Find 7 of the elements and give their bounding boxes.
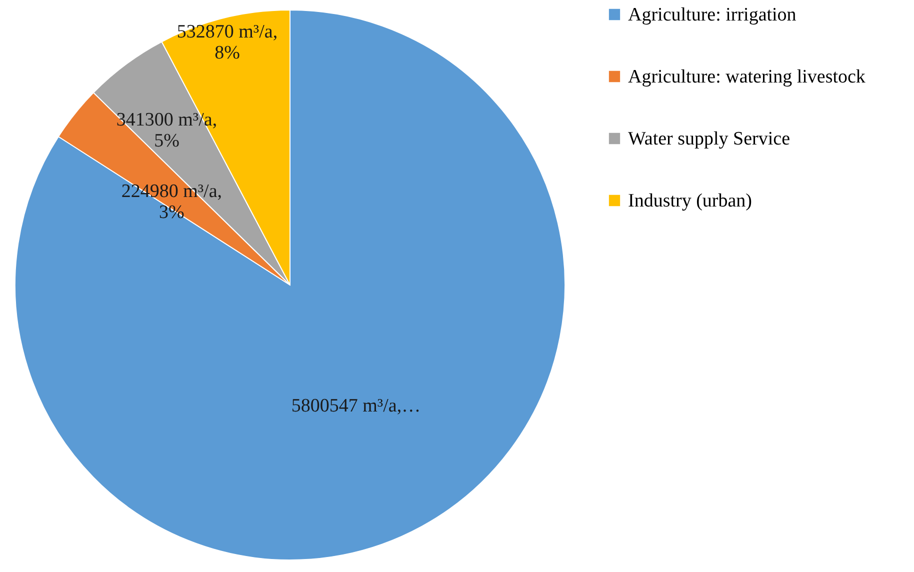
legend-label: Industry (urban) (628, 190, 752, 212)
legend-label: Agriculture: watering livestock (628, 66, 866, 88)
data-label: 532870 m³/a, 8% (176, 21, 278, 64)
data-label: 5800547 m³/a,… (291, 396, 421, 417)
pie-slice (14, 10, 566, 560)
legend-label: Agriculture: irrigation (628, 4, 797, 26)
legend-label: Water supply Service (628, 128, 790, 150)
